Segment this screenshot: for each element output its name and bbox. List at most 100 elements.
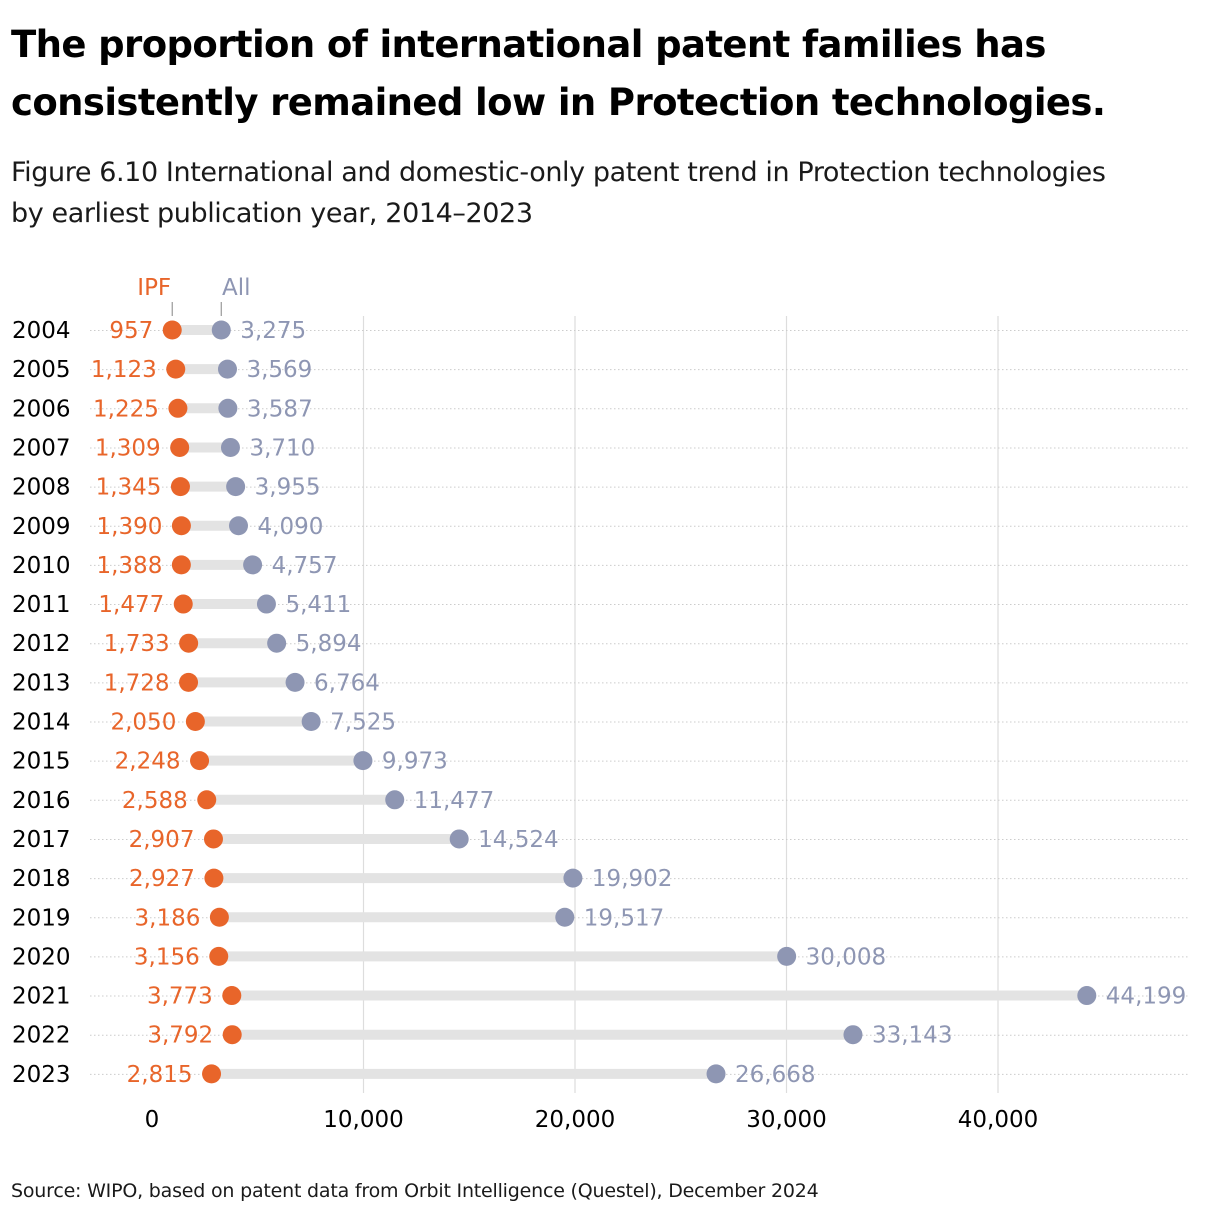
chart-subtitle: Figure 6.10 International and domestic-o… bbox=[11, 157, 1106, 229]
ipf-value-label: 2,248 bbox=[115, 749, 181, 775]
all-dot bbox=[353, 751, 373, 771]
ipf-value-label: 2,050 bbox=[110, 710, 176, 736]
all-dot bbox=[217, 359, 237, 379]
all-dot bbox=[563, 868, 583, 888]
ipf-value-label: 2,927 bbox=[129, 866, 195, 892]
year-label: 2009 bbox=[12, 514, 71, 540]
all-dot bbox=[256, 594, 276, 614]
year-label: 2022 bbox=[12, 1023, 71, 1049]
all-dot bbox=[385, 790, 405, 810]
all-value-label: 4,757 bbox=[272, 553, 338, 579]
ipf-dot bbox=[222, 986, 242, 1006]
ipf-value-label: 2,907 bbox=[129, 827, 195, 853]
all-dot bbox=[1077, 986, 1097, 1006]
all-dot bbox=[211, 320, 231, 340]
gridlines bbox=[362, 316, 999, 1093]
ipf-value-label: 1,123 bbox=[91, 357, 157, 383]
ipf-value-label: 957 bbox=[109, 318, 153, 344]
all-value-label: 44,199 bbox=[1106, 984, 1186, 1010]
x-tick-label: 20,000 bbox=[535, 1107, 615, 1133]
year-label: 2014 bbox=[12, 710, 71, 736]
ipf-dot bbox=[162, 320, 182, 340]
ipf-dot bbox=[179, 672, 199, 692]
ipf-dot bbox=[209, 946, 229, 966]
ipf-dot bbox=[170, 477, 190, 497]
year-label: 2017 bbox=[12, 827, 71, 853]
all-value-label: 14,524 bbox=[478, 827, 558, 853]
ipf-dot bbox=[173, 594, 193, 614]
ipf-value-label: 3,792 bbox=[147, 1023, 213, 1049]
year-label: 2007 bbox=[12, 435, 71, 461]
ipf-dot bbox=[166, 359, 186, 379]
x-tick-label: 0 bbox=[145, 1107, 160, 1133]
all-value-label: 4,090 bbox=[258, 514, 324, 540]
legend: IPF All bbox=[137, 275, 251, 316]
year-label: 2010 bbox=[12, 553, 71, 579]
all-dot bbox=[301, 712, 321, 731]
ipf-dot bbox=[222, 1025, 242, 1045]
all-dot bbox=[218, 398, 238, 418]
x-tick-label: 10,000 bbox=[323, 1107, 403, 1133]
ipf-dot bbox=[171, 516, 191, 536]
ipf-dot bbox=[190, 751, 210, 771]
ipf-value-label: 2,815 bbox=[127, 1062, 193, 1088]
all-value-label: 26,668 bbox=[735, 1062, 815, 1088]
ipf-value-label: 2,588 bbox=[122, 788, 188, 814]
year-label: 2011 bbox=[12, 592, 71, 618]
all-dot bbox=[843, 1025, 863, 1045]
year-label: 2004 bbox=[12, 318, 71, 344]
all-value-label: 30,008 bbox=[806, 944, 886, 970]
all-value-label: 3,710 bbox=[249, 435, 315, 461]
ipf-value-label: 1,733 bbox=[104, 631, 170, 657]
all-value-label: 11,477 bbox=[414, 788, 494, 814]
year-label: 2018 bbox=[12, 866, 71, 892]
all-value-label: 3,587 bbox=[247, 396, 313, 422]
ipf-value-label: 1,225 bbox=[93, 396, 159, 422]
legend-label-ipf: IPF bbox=[137, 275, 171, 301]
ipf-dot bbox=[171, 555, 191, 575]
all-value-label: 3,955 bbox=[255, 475, 321, 501]
all-dot bbox=[555, 907, 575, 927]
ipf-dot bbox=[203, 829, 223, 849]
ipf-value-label: 1,345 bbox=[96, 475, 162, 501]
all-value-label: 5,411 bbox=[285, 592, 351, 618]
chart-headline: The proportion of international patent f… bbox=[11, 23, 1106, 124]
ipf-value-label: 3,773 bbox=[147, 984, 213, 1010]
ipf-dot bbox=[185, 712, 205, 731]
ipf-dot bbox=[179, 633, 199, 653]
all-dot bbox=[777, 946, 797, 966]
year-label: 2013 bbox=[12, 670, 71, 696]
all-dot bbox=[226, 477, 246, 497]
year-label: 2006 bbox=[12, 396, 71, 422]
x-axis: 0 10,000 20,000 30,000 40,000 bbox=[145, 1107, 1039, 1133]
rows: 2004 957 3,275 2005 1,123 3,569 2006 1,225 3,587… bbox=[12, 318, 1186, 1088]
all-dot bbox=[220, 437, 240, 457]
source-note: Source: WIPO, based on patent data from … bbox=[11, 1180, 819, 1202]
all-dot bbox=[285, 672, 305, 692]
year-label: 2008 bbox=[12, 475, 71, 501]
all-value-label: 19,902 bbox=[592, 866, 672, 892]
all-value-label: 5,894 bbox=[296, 631, 362, 657]
x-tick-label: 30,000 bbox=[746, 1107, 826, 1133]
ipf-value-label: 3,156 bbox=[134, 944, 200, 970]
ipf-dot bbox=[204, 868, 224, 888]
all-dot bbox=[706, 1064, 726, 1084]
year-label: 2005 bbox=[12, 357, 71, 383]
ipf-value-label: 1,477 bbox=[98, 592, 164, 618]
year-label: 2020 bbox=[12, 944, 71, 970]
all-dot bbox=[267, 633, 287, 653]
ipf-value-label: 1,728 bbox=[104, 670, 170, 696]
all-dot bbox=[229, 516, 249, 536]
ipf-value-label: 1,388 bbox=[96, 553, 162, 579]
ipf-dot bbox=[202, 1064, 222, 1084]
all-value-label: 6,764 bbox=[314, 670, 380, 696]
ipf-dot bbox=[168, 398, 188, 418]
ipf-dot bbox=[209, 907, 229, 927]
all-value-label: 3,569 bbox=[246, 357, 312, 383]
year-label: 2021 bbox=[12, 984, 71, 1010]
ipf-dot bbox=[197, 790, 217, 810]
all-value-label: 19,517 bbox=[584, 905, 664, 931]
all-value-label: 33,143 bbox=[872, 1023, 952, 1049]
all-value-label: 9,973 bbox=[382, 749, 448, 775]
legend-label-all: All bbox=[222, 275, 251, 301]
